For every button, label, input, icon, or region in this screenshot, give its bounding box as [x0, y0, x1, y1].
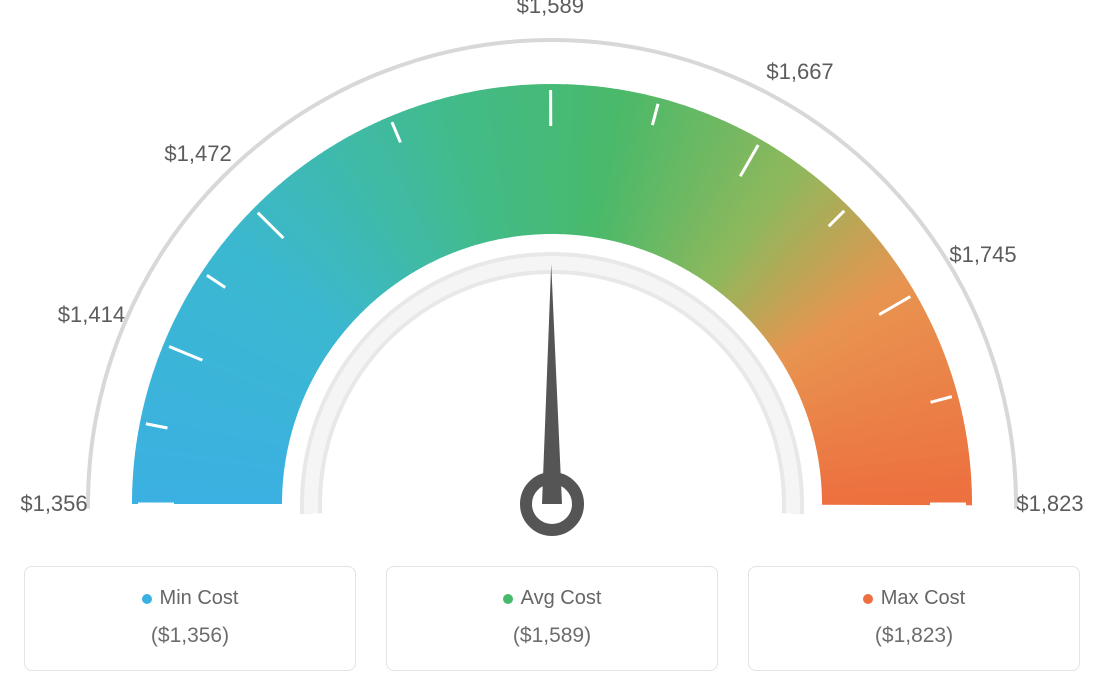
gauge-tick-label: $1,472 [164, 141, 231, 167]
legend-value-max: ($1,823) [761, 624, 1067, 648]
legend-title-avg: Avg Cost [503, 587, 602, 610]
gauge-tick-label: $1,589 [517, 0, 584, 19]
legend-dot-max [863, 594, 873, 604]
legend-card-max: Max Cost ($1,823) [748, 566, 1080, 671]
gauge-tick-label: $1,356 [20, 491, 87, 517]
legend-dot-avg [503, 594, 513, 604]
legend-card-avg: Avg Cost ($1,589) [386, 566, 718, 671]
legend-title-min: Min Cost [142, 587, 239, 610]
gauge-tick-label: $1,667 [766, 59, 833, 85]
legend-title-text-avg: Avg Cost [521, 587, 602, 610]
gauge-tick-label: $1,414 [58, 302, 125, 328]
legend-card-min: Min Cost ($1,356) [24, 566, 356, 671]
gauge-chart: $1,356$1,414$1,472$1,589$1,667$1,745$1,8… [24, 24, 1080, 544]
legend-value-avg: ($1,589) [399, 624, 705, 648]
gauge-tick-label: $1,745 [949, 242, 1016, 268]
legend-row: Min Cost ($1,356) Avg Cost ($1,589) Max … [24, 566, 1080, 671]
legend-dot-min [142, 594, 152, 604]
legend-value-min: ($1,356) [37, 624, 343, 648]
gauge-tick-label: $1,823 [1016, 491, 1083, 517]
legend-title-text-max: Max Cost [881, 587, 965, 610]
gauge-svg [24, 24, 1080, 544]
legend-title-max: Max Cost [863, 587, 965, 610]
legend-title-text-min: Min Cost [160, 587, 239, 610]
